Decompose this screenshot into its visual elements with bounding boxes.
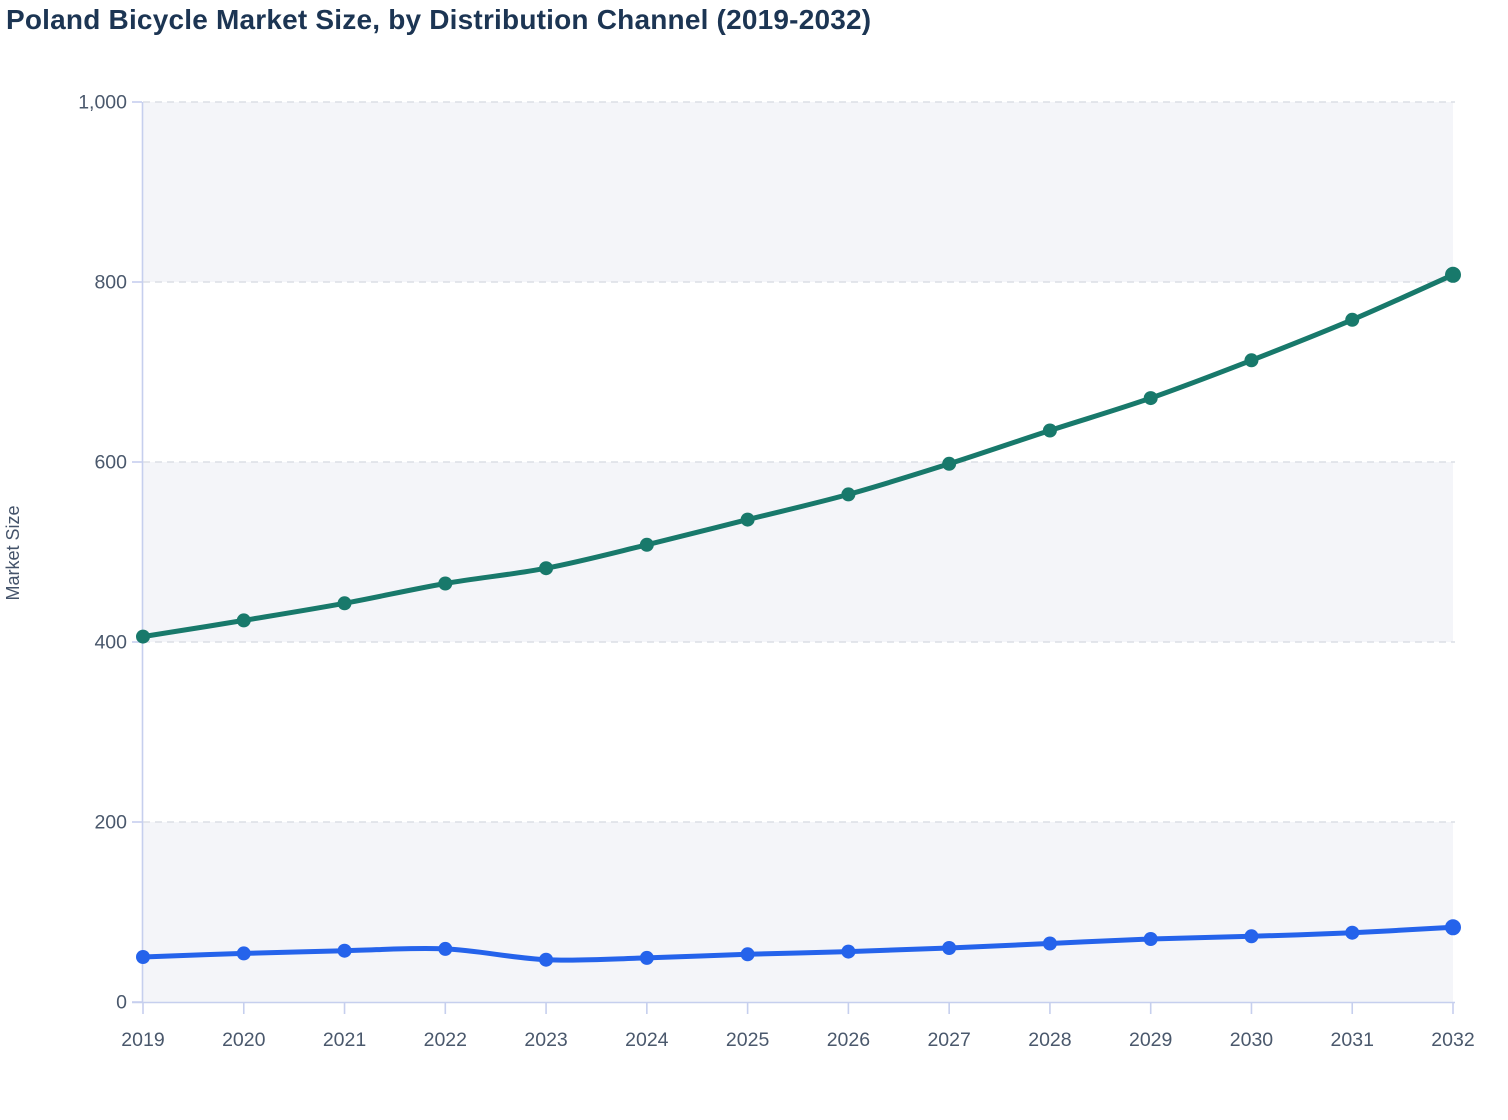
y-tick-label: 1,000 [78,92,127,114]
lower-blue-series-point-2026[interactable] [841,944,856,959]
lower-blue-series-point-2025[interactable] [740,947,755,962]
x-tick-label: 2028 [1028,1029,1071,1051]
lower-blue-series-point-2023[interactable] [539,952,554,967]
lower-blue-series-point-2020[interactable] [236,946,251,961]
upper-teal-series-point-2031[interactable] [1345,312,1360,327]
lower-blue-series-point-2027[interactable] [942,941,957,955]
x-tick-label: 2022 [424,1029,467,1051]
lower-blue-series-line [140,924,1456,963]
upper-teal-series-point-2030[interactable] [1244,353,1259,368]
upper-teal-series-point-2019[interactable] [136,629,150,644]
x-tick-label: 2024 [625,1029,669,1051]
x-tick-label: 2021 [323,1029,366,1051]
x-tick-label: 2027 [927,1029,970,1051]
upper-teal-series-point-2028[interactable] [1042,423,1057,438]
x-tick-label: 2026 [827,1029,870,1051]
x-tick-label: 2031 [1331,1029,1374,1051]
lower-blue-series-point-2028[interactable] [1042,936,1057,951]
lower-blue-series-point-2024[interactable] [639,950,654,965]
plot-band [143,102,1453,282]
x-tick-label: 2023 [524,1029,567,1051]
upper-teal-series-point-2023[interactable] [539,561,554,576]
plot-band [143,462,1453,642]
upper-teal-series-point-2020[interactable] [236,613,251,628]
upper-teal-series-line [140,272,1456,640]
x-tick-label: 2025 [726,1029,770,1051]
lower-blue-series-point-2031[interactable] [1345,925,1360,940]
lower-blue-series-point-2021[interactable] [337,943,352,958]
y-tick-label: 200 [94,812,127,834]
upper-teal-series-point-2025[interactable] [740,512,755,527]
upper-teal-series-point-2024[interactable] [639,537,654,552]
y-tick-label: 600 [94,452,127,474]
upper-teal-series-point-2029[interactable] [1143,391,1158,406]
upper-teal-series-point-2032[interactable] [1445,266,1461,283]
lower-blue-series-point-2029[interactable] [1143,932,1158,946]
y-tick-label: 400 [94,632,127,654]
plot-band [143,822,1453,1002]
x-tick-label: 2032 [1431,1029,1474,1051]
x-tick-label: 2019 [121,1029,164,1051]
x-tick-label: 2030 [1230,1029,1274,1051]
lower-blue-series-point-2030[interactable] [1244,929,1259,944]
lower-blue-series-point-2022[interactable] [438,941,453,956]
upper-teal-series-point-2021[interactable] [337,596,352,611]
chart-title: Poland Bicycle Market Size, by Distribut… [6,4,872,35]
upper-teal-series-point-2022[interactable] [438,576,453,591]
x-tick-label: 2029 [1129,1029,1172,1051]
upper-teal-series-point-2027[interactable] [942,456,957,471]
lower-blue-series-point-2032[interactable] [1445,919,1461,936]
x-tick-label: 2020 [222,1029,266,1051]
upper-teal-series-point-2026[interactable] [841,487,856,502]
y-tick-label: 800 [94,272,127,294]
y-tick-label: 0 [116,992,127,1014]
lower-blue-series-point-2019[interactable] [136,950,150,964]
